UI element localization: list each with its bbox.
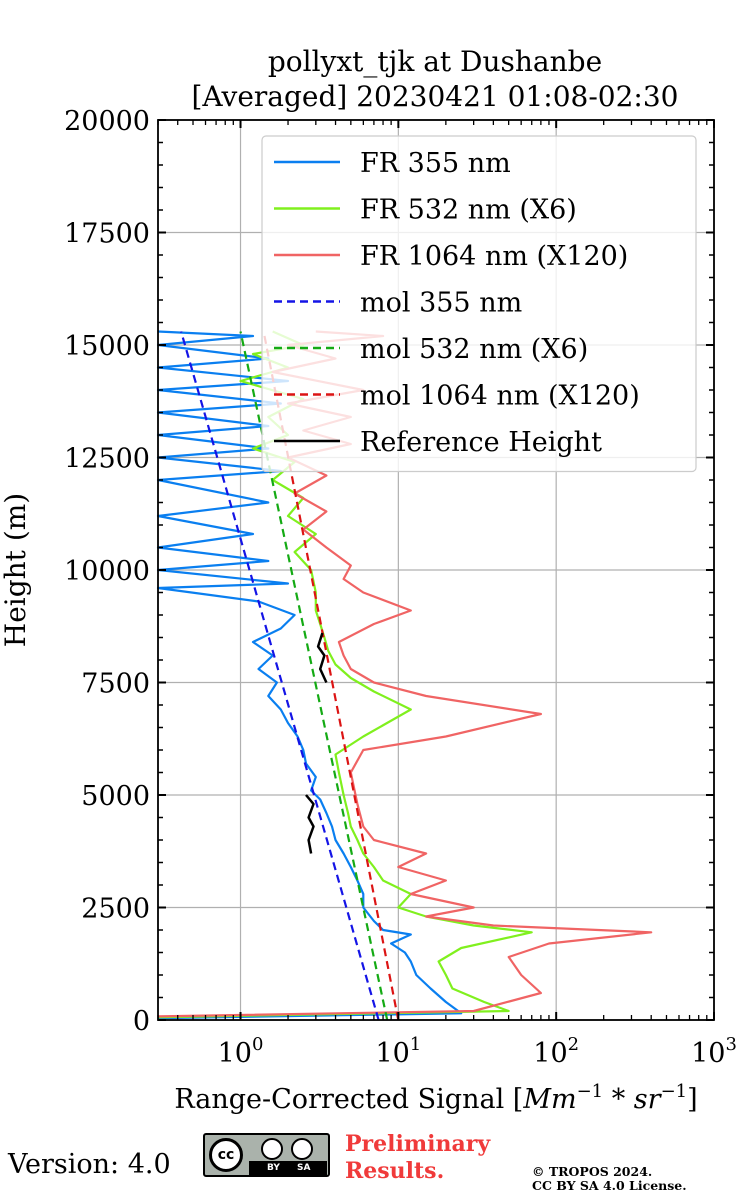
x-tick-label: 102 [533,1034,579,1069]
series-reference-height [305,794,315,854]
footer: Version: 4.0 cc BY SA Preliminary Result… [0,1125,750,1200]
y-tick-label: 2500 [81,894,150,925]
x-axis-label-mid: * sr [603,1084,663,1115]
legend-label: mol 1064 nm (X120) [360,381,640,412]
y-tick-label: 10000 [64,556,150,587]
lidar-chart: pollyxt_tjk at Dushanbe [Averaged] 20230… [0,45,737,1115]
copyright-line2: CC BY SA 4.0 License. [532,1178,687,1193]
cc-icon: cc [209,1138,243,1172]
x-axis-label-end: ] [687,1084,698,1115]
y-tick-label: 20000 [64,106,150,137]
attribution-icon [261,1138,283,1160]
legend-label: mol 532 nm (X6) [360,334,588,365]
legend-label: mol 355 nm [360,288,522,319]
legend-label: FR 532 nm (X6) [360,195,577,226]
y-tick-label: 17500 [64,219,150,250]
legend-label: FR 1064 nm (X120) [360,241,628,272]
y-axis-label: Height (m) [0,493,32,647]
x-axis-label-exp1: −1 [577,1081,604,1102]
y-tick-label: 5000 [81,781,150,812]
copyright: © TROPOS 2024. CC BY SA 4.0 License. [532,1165,687,1193]
legend-label: Reference Height [360,427,602,458]
chart-title-line2: [Averaged] 20230421 01:08-02:30 [192,80,679,113]
x-tick-label: 100 [218,1034,264,1069]
y-tick-label: 7500 [81,669,150,700]
x-axis-label-text: Range-Corrected Signal [ [174,1084,523,1115]
cc-by-sa-badge: cc BY SA [203,1133,330,1177]
x-axis-label: Range-Corrected Signal [Mm−1 * sr−1] [174,1081,697,1115]
series-fr-355-nm [156,330,463,1020]
series-mol-355-nm [180,331,380,1021]
legend: FR 355 nm FR 532 nm (X6) FR 1064 nm (X120)… [261,135,697,473]
x-tick-label: 103 [691,1034,737,1069]
badge-by: BY [267,1163,280,1173]
version-label: Version: 4.0 [8,1149,171,1180]
x-axis-label-math: Mm [522,1084,576,1115]
copyright-line1: © TROPOS 2024. [532,1164,653,1179]
y-tick-label: 12500 [64,444,150,475]
chart-title-line1: pollyxt_tjk at Dushanbe [268,45,602,78]
y-tick-label: 15000 [64,331,150,362]
badge-strip: BY SA [249,1161,327,1175]
legend-box [261,135,697,473]
y-tick-label: 0 [133,1006,150,1037]
badge-sa: SA [297,1163,311,1173]
legend-label: FR 355 nm [360,148,511,179]
series-reference-height-upper [316,632,328,684]
preliminary-results: Preliminary Results. [345,1131,491,1184]
axis-ticks: 0 2500 5000 7500 10000 12500 15000 17500 20000 10… [64,106,737,1069]
x-tick-label: 101 [375,1034,421,1069]
share-alike-icon [291,1138,313,1160]
x-axis-label-exp2: −1 [661,1081,688,1102]
